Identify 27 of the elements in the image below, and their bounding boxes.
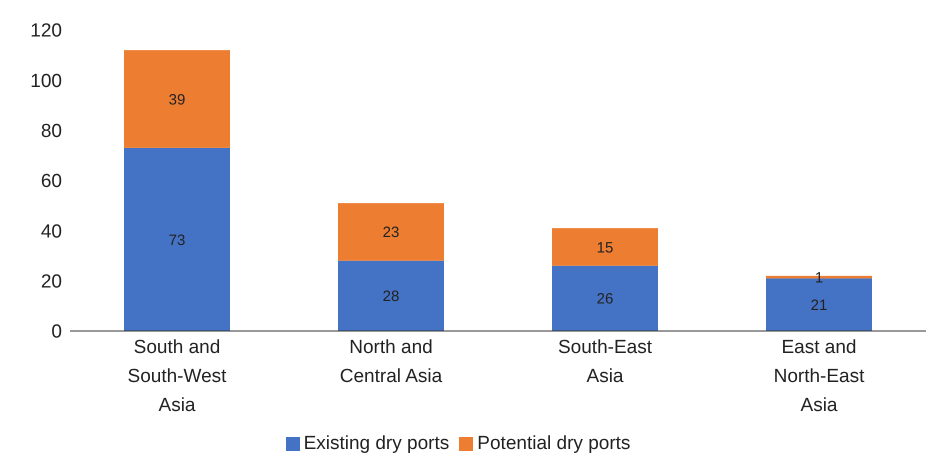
data-label: 39	[168, 91, 186, 108]
data-label: 23	[382, 224, 400, 242]
y-tick-label: 80	[40, 121, 62, 142]
data-label: 73	[168, 232, 186, 249]
bar	[552, 266, 658, 331]
y-tick-label: 40	[40, 221, 62, 242]
y-tick-label: 0	[51, 322, 62, 343]
y-tick-label: 100	[30, 70, 62, 92]
data-label: 21	[810, 296, 828, 314]
x-tick-label: South-East Asia	[558, 337, 653, 387]
y-tick-label: 20	[40, 272, 62, 293]
data-label: 1	[814, 269, 824, 286]
x-tick-label: North and Central Asia	[340, 337, 443, 387]
y-tick-label: 120	[30, 20, 62, 42]
x-tick-label: South and South-West Asia	[128, 337, 228, 416]
data-label: 28	[382, 288, 400, 306]
x-tick-label: East and North-East Asia	[774, 337, 866, 416]
bar	[338, 203, 444, 261]
bar	[124, 148, 230, 331]
legend-label: Potential dry ports	[477, 433, 630, 454]
bar	[124, 50, 230, 148]
bar	[338, 260, 444, 331]
data-label: 15	[596, 239, 614, 256]
legend-label: Existing dry ports	[304, 433, 450, 454]
bar	[552, 228, 658, 266]
y-tick-label: 60	[40, 171, 62, 192]
data-label: 26	[596, 290, 614, 308]
